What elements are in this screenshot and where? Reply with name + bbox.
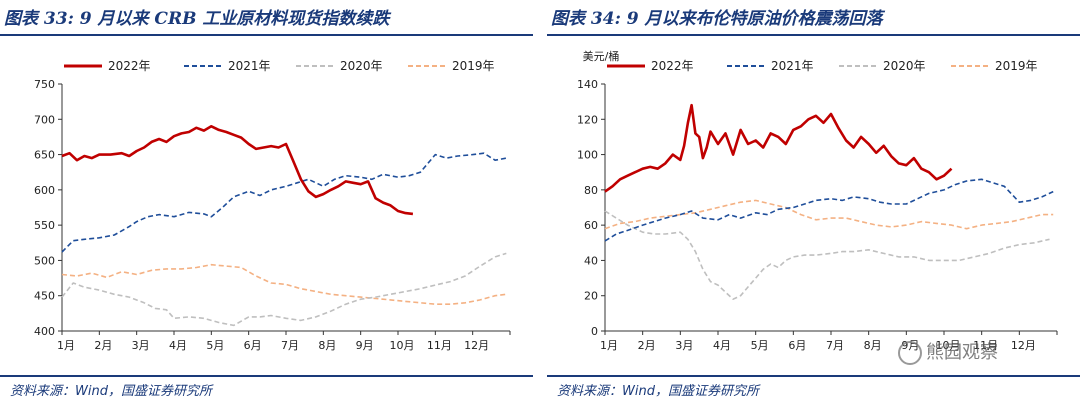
x-tick-label: 12月 [464,339,489,352]
series-line-2021 [61,152,507,253]
x-tick-label: 10月 [936,339,961,352]
x-tick-label: 2月 [638,339,656,352]
wechat-icon [898,341,922,365]
x-tick-label: 7月 [826,339,844,352]
x-tick-label: 9月 [356,339,374,352]
chart-title: 图表 34: 9 月以来布伦特原油价格震荡回落 [551,9,883,29]
source-rule [547,375,1080,377]
legend-item: 2022年 [64,59,151,73]
x-tick-label: 7月 [281,339,299,352]
legend-label: 2020年 [883,59,926,73]
x-tick-label: 6月 [788,339,806,352]
x-tick-label: 5月 [751,339,769,352]
y-tick-label: 40 [584,254,598,267]
y-tick-label: 60 [584,219,598,232]
x-tick-label: 8月 [318,339,336,352]
y-tick-label: 500 [34,254,55,267]
x-tick-label: 6月 [244,339,262,352]
y-unit-label: 美元/桶 [583,49,620,63]
legend-label: 2020年 [340,59,383,73]
legend-item: 2019年 [951,59,1038,73]
crb-line-chart: 400 450 500 550 600 650 700 750 1月 2月 3月 4月 5月 6月 7月 8月… [34,59,511,352]
series-line-2021 [604,178,1054,242]
y-tick-label: 80 [584,184,598,197]
legend-item: 2020年 [839,59,926,73]
chart-panel-crb: 图表 33: 9 月以来 CRB 工业原材料现货指数续跌 400 450 500 55… [0,0,533,401]
legend-label: 2022年 [651,59,694,73]
legend-label: 2019年 [995,59,1038,73]
series-line-2019 [604,199,1054,230]
legend-item: 2022年 [607,59,694,73]
x-tick-label: 4月 [713,339,731,352]
series-line-2020 [604,210,1050,301]
x-tick-label: 4月 [169,339,187,352]
y-tick-label: 0 [591,325,598,338]
legend-item: 2021年 [184,59,271,73]
title-rule [0,34,533,36]
chart-title: 图表 33: 9 月以来 CRB 工业原材料现货指数续跌 [4,9,390,29]
watermark: 熊园观察 [898,338,998,365]
legend-item: 2021年 [727,59,814,73]
y-tick-label: 750 [34,78,55,91]
legend-label: 2021年 [771,59,814,73]
x-tick-label: 8月 [864,339,882,352]
y-tick-label: 650 [34,149,55,162]
x-tick-label: 3月 [132,339,150,352]
title-rule [547,34,1080,36]
x-tick-label: 11月 [427,339,452,352]
legend-item: 2019年 [408,59,495,73]
y-tick-label: 100 [577,149,598,162]
legend-item: 2020年 [296,59,383,73]
series-line-2020 [61,252,507,327]
source-rule [0,375,533,377]
y-tick-label: 140 [577,78,598,91]
legend-label: 2022年 [108,59,151,73]
source-note: 资料来源：Wind，国盛证券研究所 [10,384,212,399]
y-tick-label: 120 [577,113,598,126]
legend-label: 2019年 [452,59,495,73]
x-tick-label: 1月 [57,339,75,352]
series-line-2022 [604,103,953,193]
y-tick-label: 550 [34,219,55,232]
x-tick-label: 11月 [973,339,998,352]
series-line-2022 [61,125,414,216]
y-tick-label: 400 [34,325,55,338]
x-tick-label: 1月 [600,339,618,352]
x-tick-label: 2月 [94,339,112,352]
x-tick-label: 10月 [390,339,415,352]
y-tick-label: 20 [584,290,598,303]
x-tick-label: 12月 [1011,339,1036,352]
x-tick-label: 3月 [675,339,693,352]
y-tick-label: 600 [34,184,55,197]
x-tick-label: 5月 [206,339,224,352]
source-note: 资料来源：Wind，国盛证券研究所 [557,384,759,399]
legend-label: 2021年 [228,59,271,73]
y-tick-label: 700 [34,113,55,126]
series-line-2019 [61,263,507,306]
watermark-text: 熊园观察 [926,342,998,363]
chart-panel-brent: 图表 34: 9 月以来布伦特原油价格震荡回落 0 20 40 60 80 100 120 1… [547,0,1080,401]
y-tick-label: 450 [34,290,55,303]
